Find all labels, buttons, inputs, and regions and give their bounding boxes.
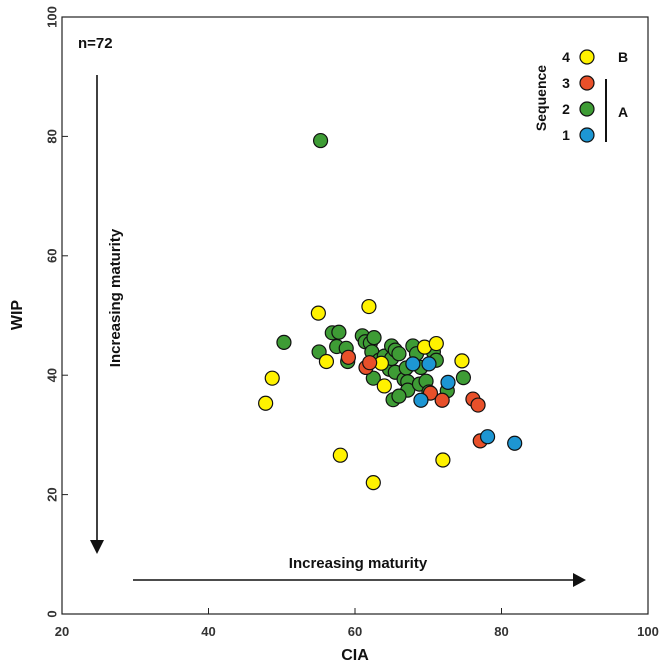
legend-marker-2 — [579, 101, 595, 117]
data-point-sequence-1 — [507, 435, 523, 451]
x-tick-label: 100 — [637, 624, 659, 639]
data-point-sequence-1 — [421, 356, 437, 372]
data-point-sequence-2 — [331, 324, 347, 340]
y-tick-label: 100 — [45, 6, 60, 28]
sample-count-label: n=72 — [78, 35, 113, 52]
data-point-sequence-1 — [479, 429, 496, 445]
legend: Sequence 4 3 2 1 B A — [533, 49, 628, 143]
data-point-sequence-4 — [332, 447, 348, 463]
data-point-sequence-3 — [340, 349, 357, 365]
data-point-sequence-2 — [391, 388, 407, 404]
data-point-sequence-3 — [362, 355, 378, 371]
y-tick-label: 0 — [45, 610, 60, 617]
y-tick-label: 20 — [45, 487, 60, 501]
x-axis-title: CIA — [341, 647, 369, 664]
data-point-sequence-4 — [365, 475, 381, 491]
x-tick-label: 40 — [201, 624, 215, 639]
y-maturity-arrowhead — [90, 540, 104, 554]
data-point-sequence-2 — [455, 369, 472, 386]
data-point-sequence-1 — [413, 392, 429, 408]
data-point-sequence-3 — [434, 392, 450, 408]
legend-title: Sequence — [533, 65, 549, 131]
data-point-sequence-1 — [440, 374, 456, 390]
y-maturity-label: Increasing maturity — [107, 228, 124, 367]
legend-marker-1 — [579, 127, 595, 143]
x-maturity-arrowhead — [573, 573, 586, 587]
x-tick-label: 80 — [494, 624, 508, 639]
data-point-sequence-2 — [391, 346, 407, 362]
legend-label-1: 1 — [562, 127, 570, 143]
tick-marks — [61, 16, 649, 615]
y-tick-label: 80 — [45, 129, 60, 143]
data-point-sequence-2 — [366, 329, 382, 346]
legend-marker-4 — [579, 49, 595, 65]
x-maturity-label: Increasing maturity — [289, 555, 428, 572]
legend-label-4: 4 — [562, 49, 570, 65]
y-axis-title: WIP — [9, 300, 26, 331]
y-tick-label: 40 — [45, 368, 60, 382]
data-point-sequence-4 — [435, 452, 451, 468]
x-tick-label: 20 — [55, 624, 69, 639]
data-point-sequence-4 — [264, 370, 280, 386]
data-point-sequence-4 — [454, 353, 470, 369]
data-point-sequence-4 — [310, 305, 326, 321]
legend-group-a: A — [618, 104, 628, 120]
data-point-sequence-4 — [318, 353, 335, 370]
data-point-sequence-2 — [312, 132, 329, 149]
data-point-sequence-4 — [258, 395, 274, 411]
data-point-sequence-3 — [470, 397, 486, 413]
legend-label-3: 3 — [562, 75, 570, 91]
data-point-sequence-4 — [361, 298, 377, 315]
y-tick-label: 60 — [45, 249, 60, 263]
x-tick-label: 60 — [348, 624, 362, 639]
plot-frame — [61, 16, 649, 615]
data-point-sequence-4 — [376, 378, 392, 394]
data-points — [258, 132, 523, 491]
data-point-sequence-4 — [428, 335, 444, 352]
legend-marker-3 — [579, 75, 595, 91]
tick-labels: 20 40 60 80 100 0 20 40 60 80 100 — [45, 6, 659, 639]
legend-label-2: 2 — [562, 101, 570, 117]
data-point-sequence-2 — [276, 334, 292, 350]
data-point-sequence-2 — [365, 370, 381, 386]
legend-group-b: B — [618, 49, 628, 65]
data-point-sequence-1 — [405, 356, 421, 372]
